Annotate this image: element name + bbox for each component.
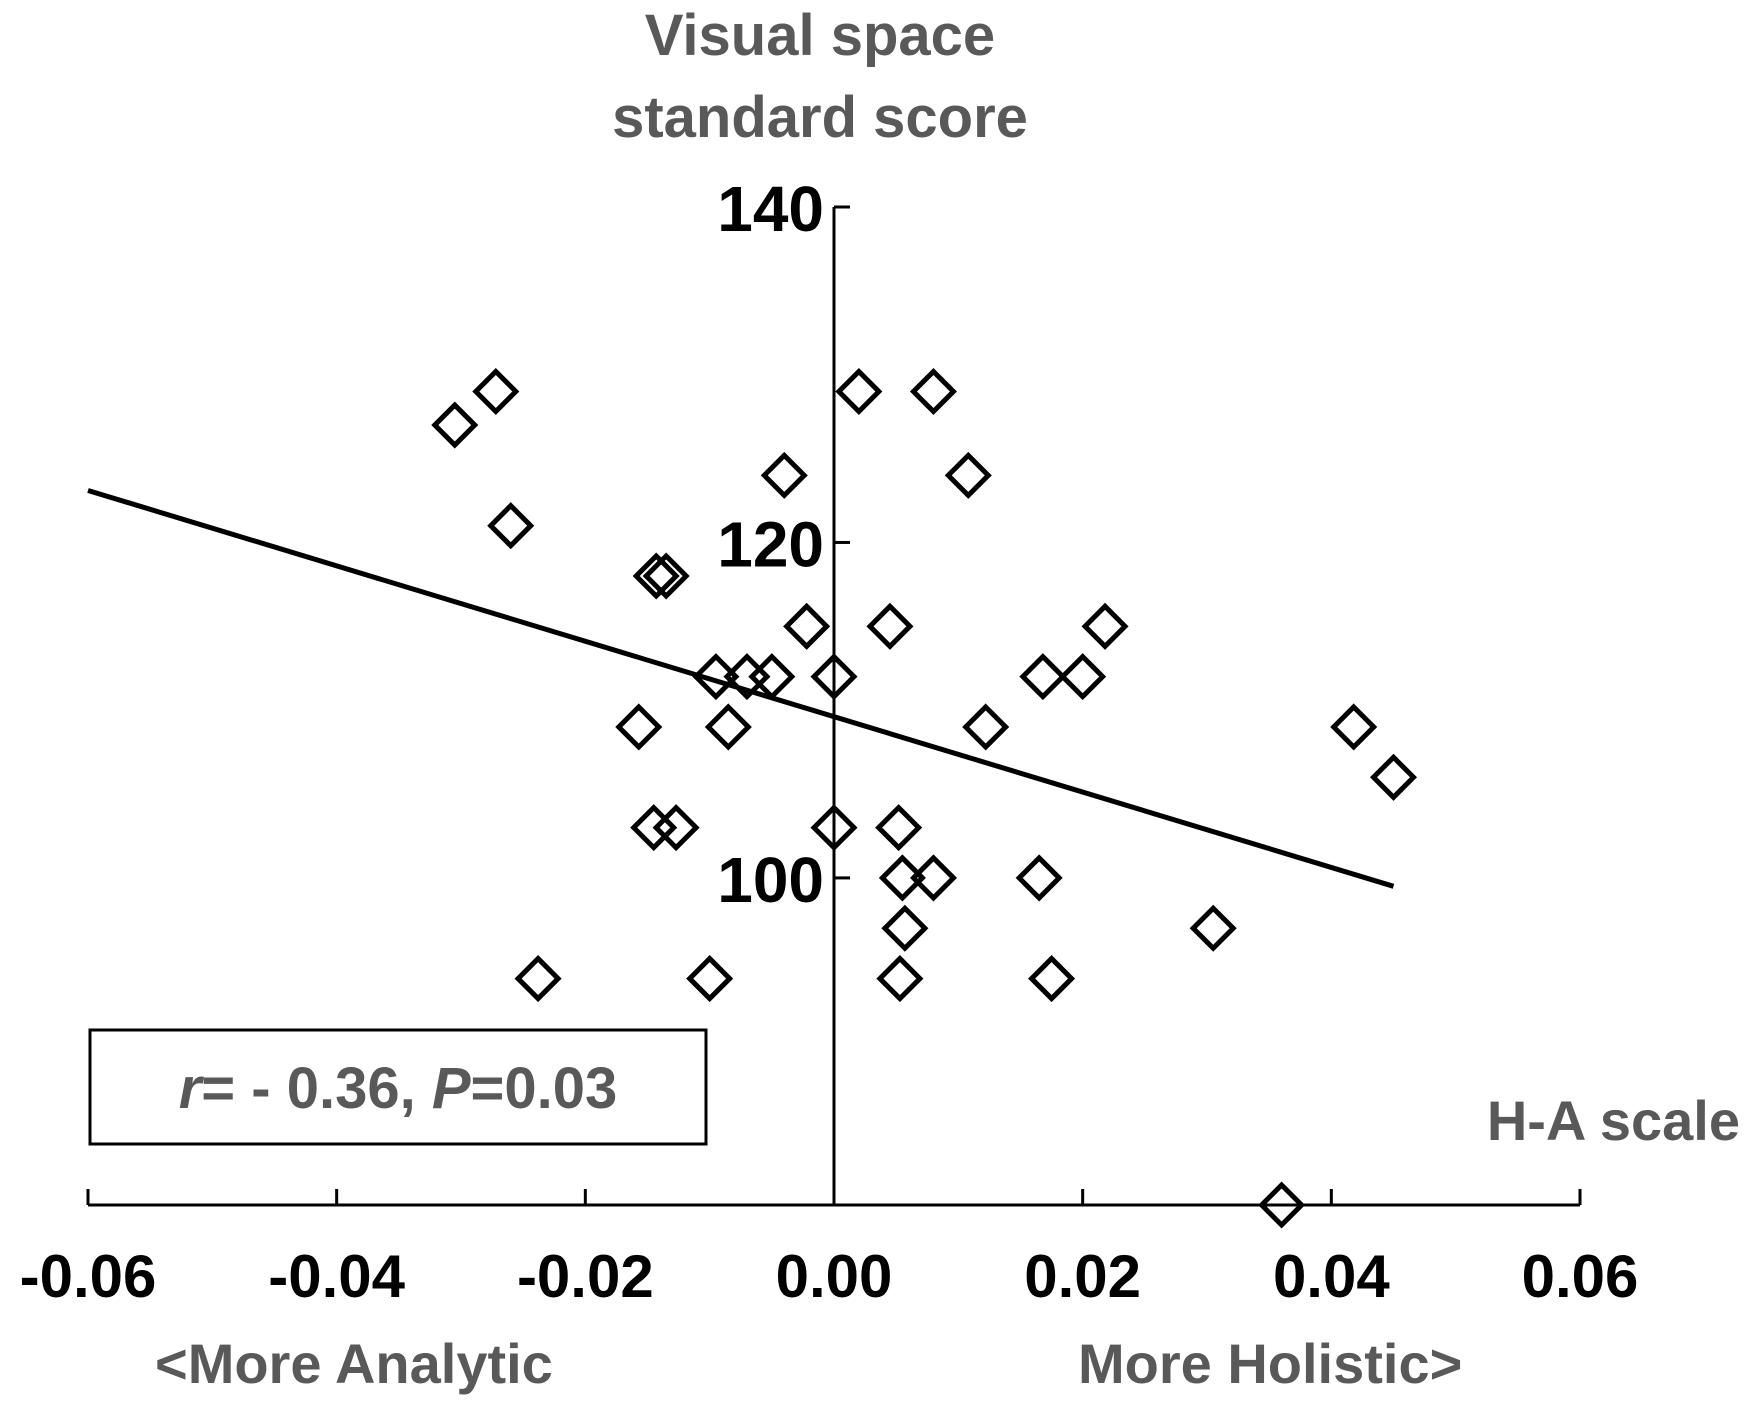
data-point-diamond bbox=[487, 502, 535, 550]
data-point-diamond bbox=[1028, 955, 1076, 1003]
y-tick-label: 120 bbox=[717, 508, 824, 580]
data-point-diamond bbox=[962, 703, 1010, 751]
p-symbol: P bbox=[432, 1056, 471, 1121]
x-tick-label: -0.02 bbox=[517, 1243, 654, 1310]
data-point-diamond bbox=[835, 367, 883, 416]
x-tick-label: 0.02 bbox=[1024, 1243, 1141, 1310]
p-value: =0.03 bbox=[471, 1056, 618, 1121]
x-direction-right-label: More Holistic> bbox=[1078, 1332, 1462, 1395]
data-point-diamond bbox=[632, 552, 680, 600]
data-point-diamond bbox=[431, 401, 479, 449]
data-point-diamond bbox=[810, 804, 858, 852]
x-tick-label: -0.06 bbox=[20, 1243, 157, 1310]
data-point-diamond bbox=[514, 955, 562, 1003]
data-point-diamond bbox=[881, 904, 929, 952]
y-axis-title-line-2: standard score bbox=[612, 85, 1028, 150]
data-point-diamond bbox=[1330, 703, 1378, 751]
x-direction-left-label: <More Analytic bbox=[155, 1332, 553, 1395]
data-point-diamond bbox=[748, 653, 796, 701]
data-point-diamond bbox=[866, 602, 914, 650]
data-point-diamond bbox=[1019, 653, 1067, 701]
data-point-diamond bbox=[652, 804, 700, 852]
data-point-diamond bbox=[876, 955, 924, 1003]
data-point-diamond bbox=[909, 367, 958, 416]
x-tick-label: 0.00 bbox=[776, 1243, 893, 1310]
data-point-diamond bbox=[944, 451, 992, 499]
y-tick-label: 140 bbox=[717, 173, 824, 245]
data-point-diamond bbox=[692, 653, 740, 701]
data-point-diamond bbox=[642, 552, 690, 600]
data-point-diamond bbox=[615, 703, 663, 751]
data-point-diamond bbox=[1369, 753, 1418, 801]
data-point-diamond bbox=[1015, 854, 1063, 902]
data-point-diamond bbox=[810, 653, 858, 701]
data-points bbox=[431, 367, 1418, 1229]
stats-annotation-text: r= - 0.36, P=0.03 bbox=[179, 1056, 618, 1121]
x-tick-label: 0.06 bbox=[1522, 1243, 1639, 1310]
x-tick-label: -0.04 bbox=[268, 1243, 405, 1310]
data-point-diamond bbox=[878, 854, 926, 902]
y-tick-label: 100 bbox=[717, 844, 824, 916]
data-point-diamond bbox=[1059, 653, 1107, 701]
data-point-diamond bbox=[909, 854, 958, 902]
data-point-diamond bbox=[875, 804, 923, 852]
data-point-diamond bbox=[1258, 1181, 1306, 1229]
data-point-diamond bbox=[704, 703, 752, 751]
data-point-diamond bbox=[760, 451, 808, 499]
data-point-diamond bbox=[686, 955, 734, 1003]
r-value: = - 0.36, bbox=[201, 1056, 432, 1121]
x-tick-label: 0.04 bbox=[1273, 1243, 1390, 1310]
stats-annotation-box bbox=[88, 1028, 708, 1146]
x-axis-title: H-A scale bbox=[1487, 1089, 1740, 1152]
y-axis-title-line-1: Visual space bbox=[645, 3, 995, 68]
data-point-diamond bbox=[1189, 904, 1237, 952]
data-point-diamond bbox=[1081, 602, 1129, 650]
x-axis-ticks: -0.06 -0.04 -0.02 0.00 0.02 0.04 0.06 bbox=[20, 1189, 1639, 1310]
y-axis-ticks: 100 120 140 bbox=[717, 173, 850, 916]
data-point-diamond bbox=[472, 367, 520, 416]
r-symbol: r bbox=[179, 1056, 205, 1121]
data-point-diamond bbox=[783, 602, 831, 650]
data-point-diamond bbox=[630, 804, 678, 852]
